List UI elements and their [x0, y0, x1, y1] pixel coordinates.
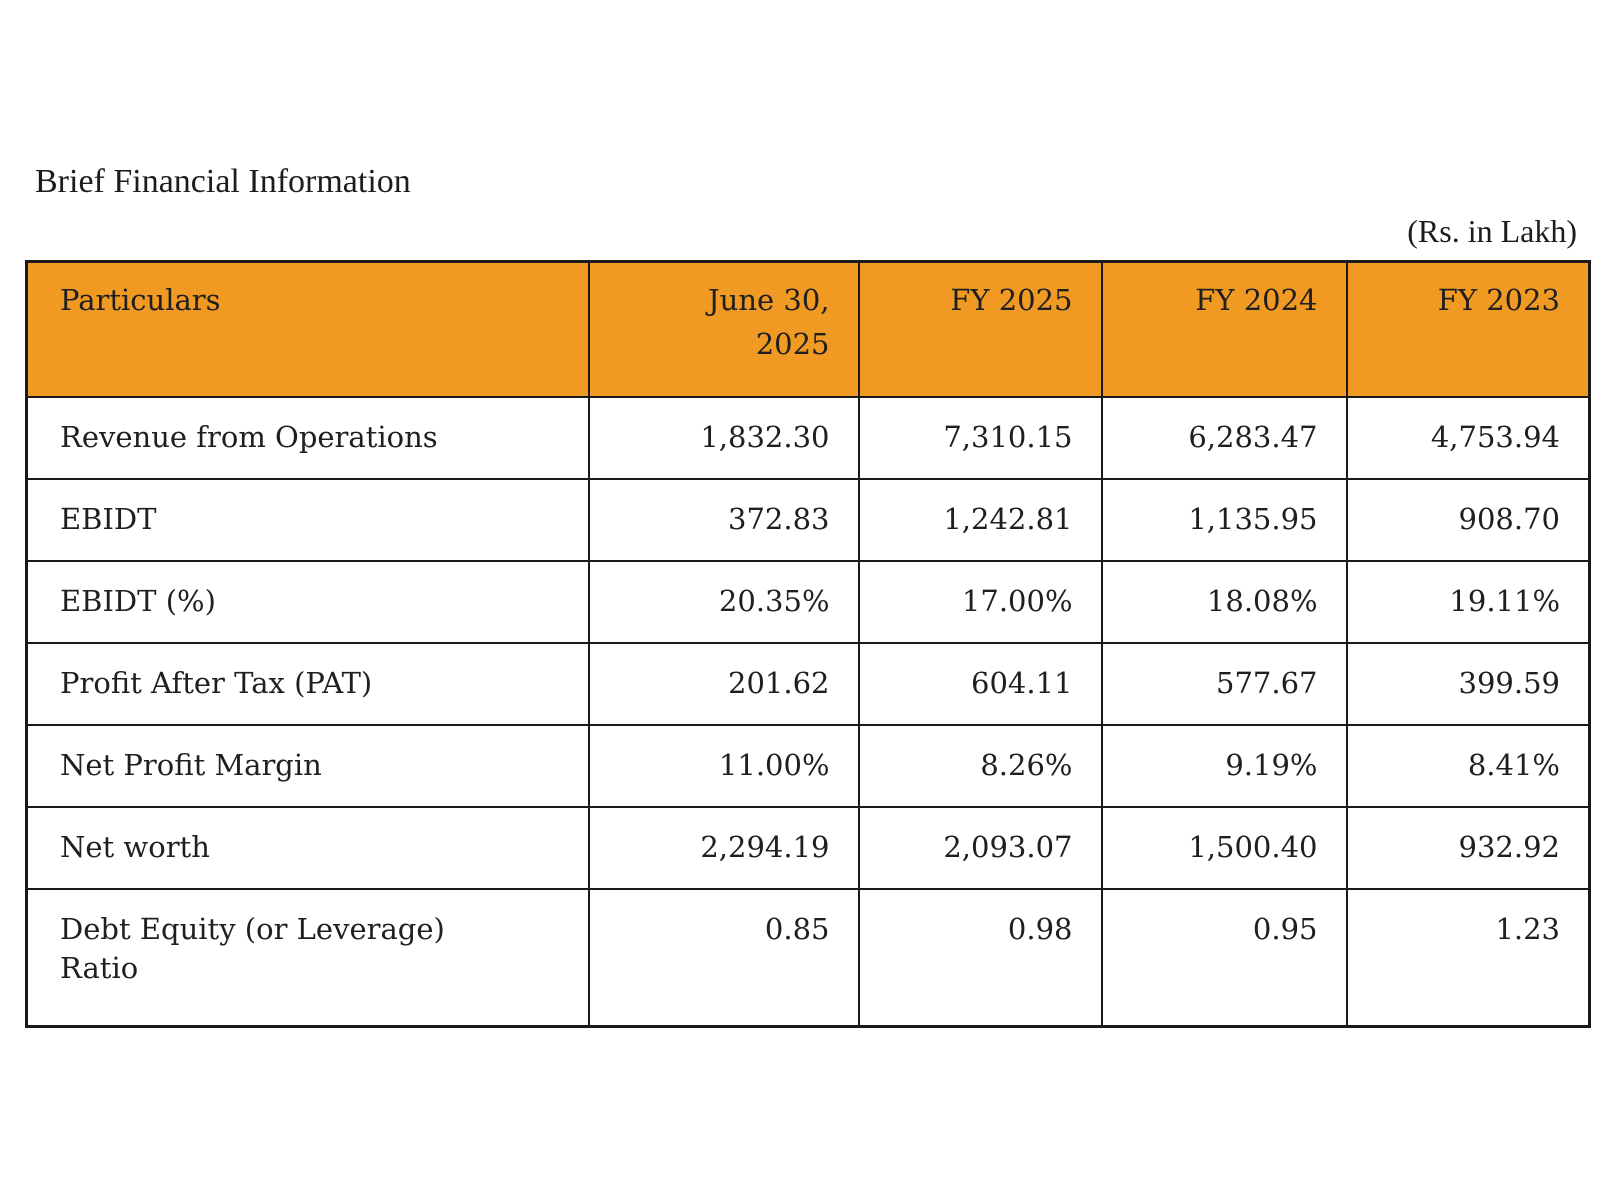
cell-value: 932.92 — [1345, 805, 1591, 890]
cell-value: 0.85 — [587, 887, 860, 1028]
row-label: EBIDT (%) — [25, 559, 590, 644]
cell-value: 1,135.95 — [1100, 477, 1348, 562]
row-label: EBIDT — [25, 477, 590, 562]
cell-value: 9.19% — [1100, 723, 1348, 808]
cell-value: 0.98 — [857, 887, 1103, 1028]
document-title: Brief Financial Information — [35, 163, 411, 200]
column-header-fy-2024: FY 2024 — [1100, 260, 1348, 398]
table-row-net-profit-margin: Net Profit Margin 11.00% 8.26% 9.19% 8.4… — [25, 723, 1591, 808]
table-row-ebidt: EBIDT 372.83 1,242.81 1,135.95 908.70 — [25, 477, 1591, 562]
cell-value: 11.00% — [587, 723, 860, 808]
financial-table: Particulars June 30, 2025 FY 2025 FY 202… — [25, 260, 1591, 1028]
cell-value: 7,310.15 — [857, 395, 1103, 480]
table-row-ebidt-pct: EBIDT (%) 20.35% 17.00% 18.08% 19.11% — [25, 559, 1591, 644]
cell-value: 2,093.07 — [857, 805, 1103, 890]
row-label: Profit After Tax (PAT) — [25, 641, 590, 726]
column-header-particulars: Particulars — [25, 260, 590, 398]
cell-value: 8.41% — [1345, 723, 1591, 808]
cell-value: 4,753.94 — [1345, 395, 1591, 480]
column-header-date-text: June 30, 2025 — [708, 283, 830, 361]
cell-value: 1,832.30 — [587, 395, 860, 480]
currency-unit-note: (Rs. in Lakh) — [1407, 213, 1577, 249]
cell-value: 1.23 — [1345, 887, 1591, 1028]
table-row-pat: Profit After Tax (PAT) 201.62 604.11 577… — [25, 641, 1591, 726]
cell-value: 0.95 — [1100, 887, 1348, 1028]
row-label: Revenue from Operations — [25, 395, 590, 480]
column-header-june-30-2025: June 30, 2025 — [587, 260, 860, 398]
cell-value: 8.26% — [857, 723, 1103, 808]
cell-value: 2,294.19 — [587, 805, 860, 890]
row-label: Net worth — [25, 805, 590, 890]
column-header-fy-2023: FY 2023 — [1345, 260, 1591, 398]
cell-value: 20.35% — [587, 559, 860, 644]
cell-value: 908.70 — [1345, 477, 1591, 562]
cell-value: 201.62 — [587, 641, 860, 726]
table-row-debt-equity: Debt Equity (or Leverage) Ratio 0.85 0.9… — [25, 887, 1591, 1028]
table-row-revenue: Revenue from Operations 1,832.30 7,310.1… — [25, 395, 1591, 480]
cell-value: 18.08% — [1100, 559, 1348, 644]
column-header-fy-2025: FY 2025 — [857, 260, 1103, 398]
cell-value: 19.11% — [1345, 559, 1591, 644]
cell-value: 399.59 — [1345, 641, 1591, 726]
header-row: Particulars June 30, 2025 FY 2025 FY 202… — [25, 260, 1591, 398]
cell-value: 372.83 — [587, 477, 860, 562]
cell-value: 6,283.47 — [1100, 395, 1348, 480]
cell-value: 17.00% — [857, 559, 1103, 644]
row-label: Net Profit Margin — [25, 723, 590, 808]
cell-value: 577.67 — [1100, 641, 1348, 726]
cell-value: 604.11 — [857, 641, 1103, 726]
row-label: Debt Equity (or Leverage) Ratio — [25, 887, 590, 1028]
cell-value: 1,242.81 — [857, 477, 1103, 562]
table-row-net-worth: Net worth 2,294.19 2,093.07 1,500.40 932… — [25, 805, 1591, 890]
cell-value: 1,500.40 — [1100, 805, 1348, 890]
